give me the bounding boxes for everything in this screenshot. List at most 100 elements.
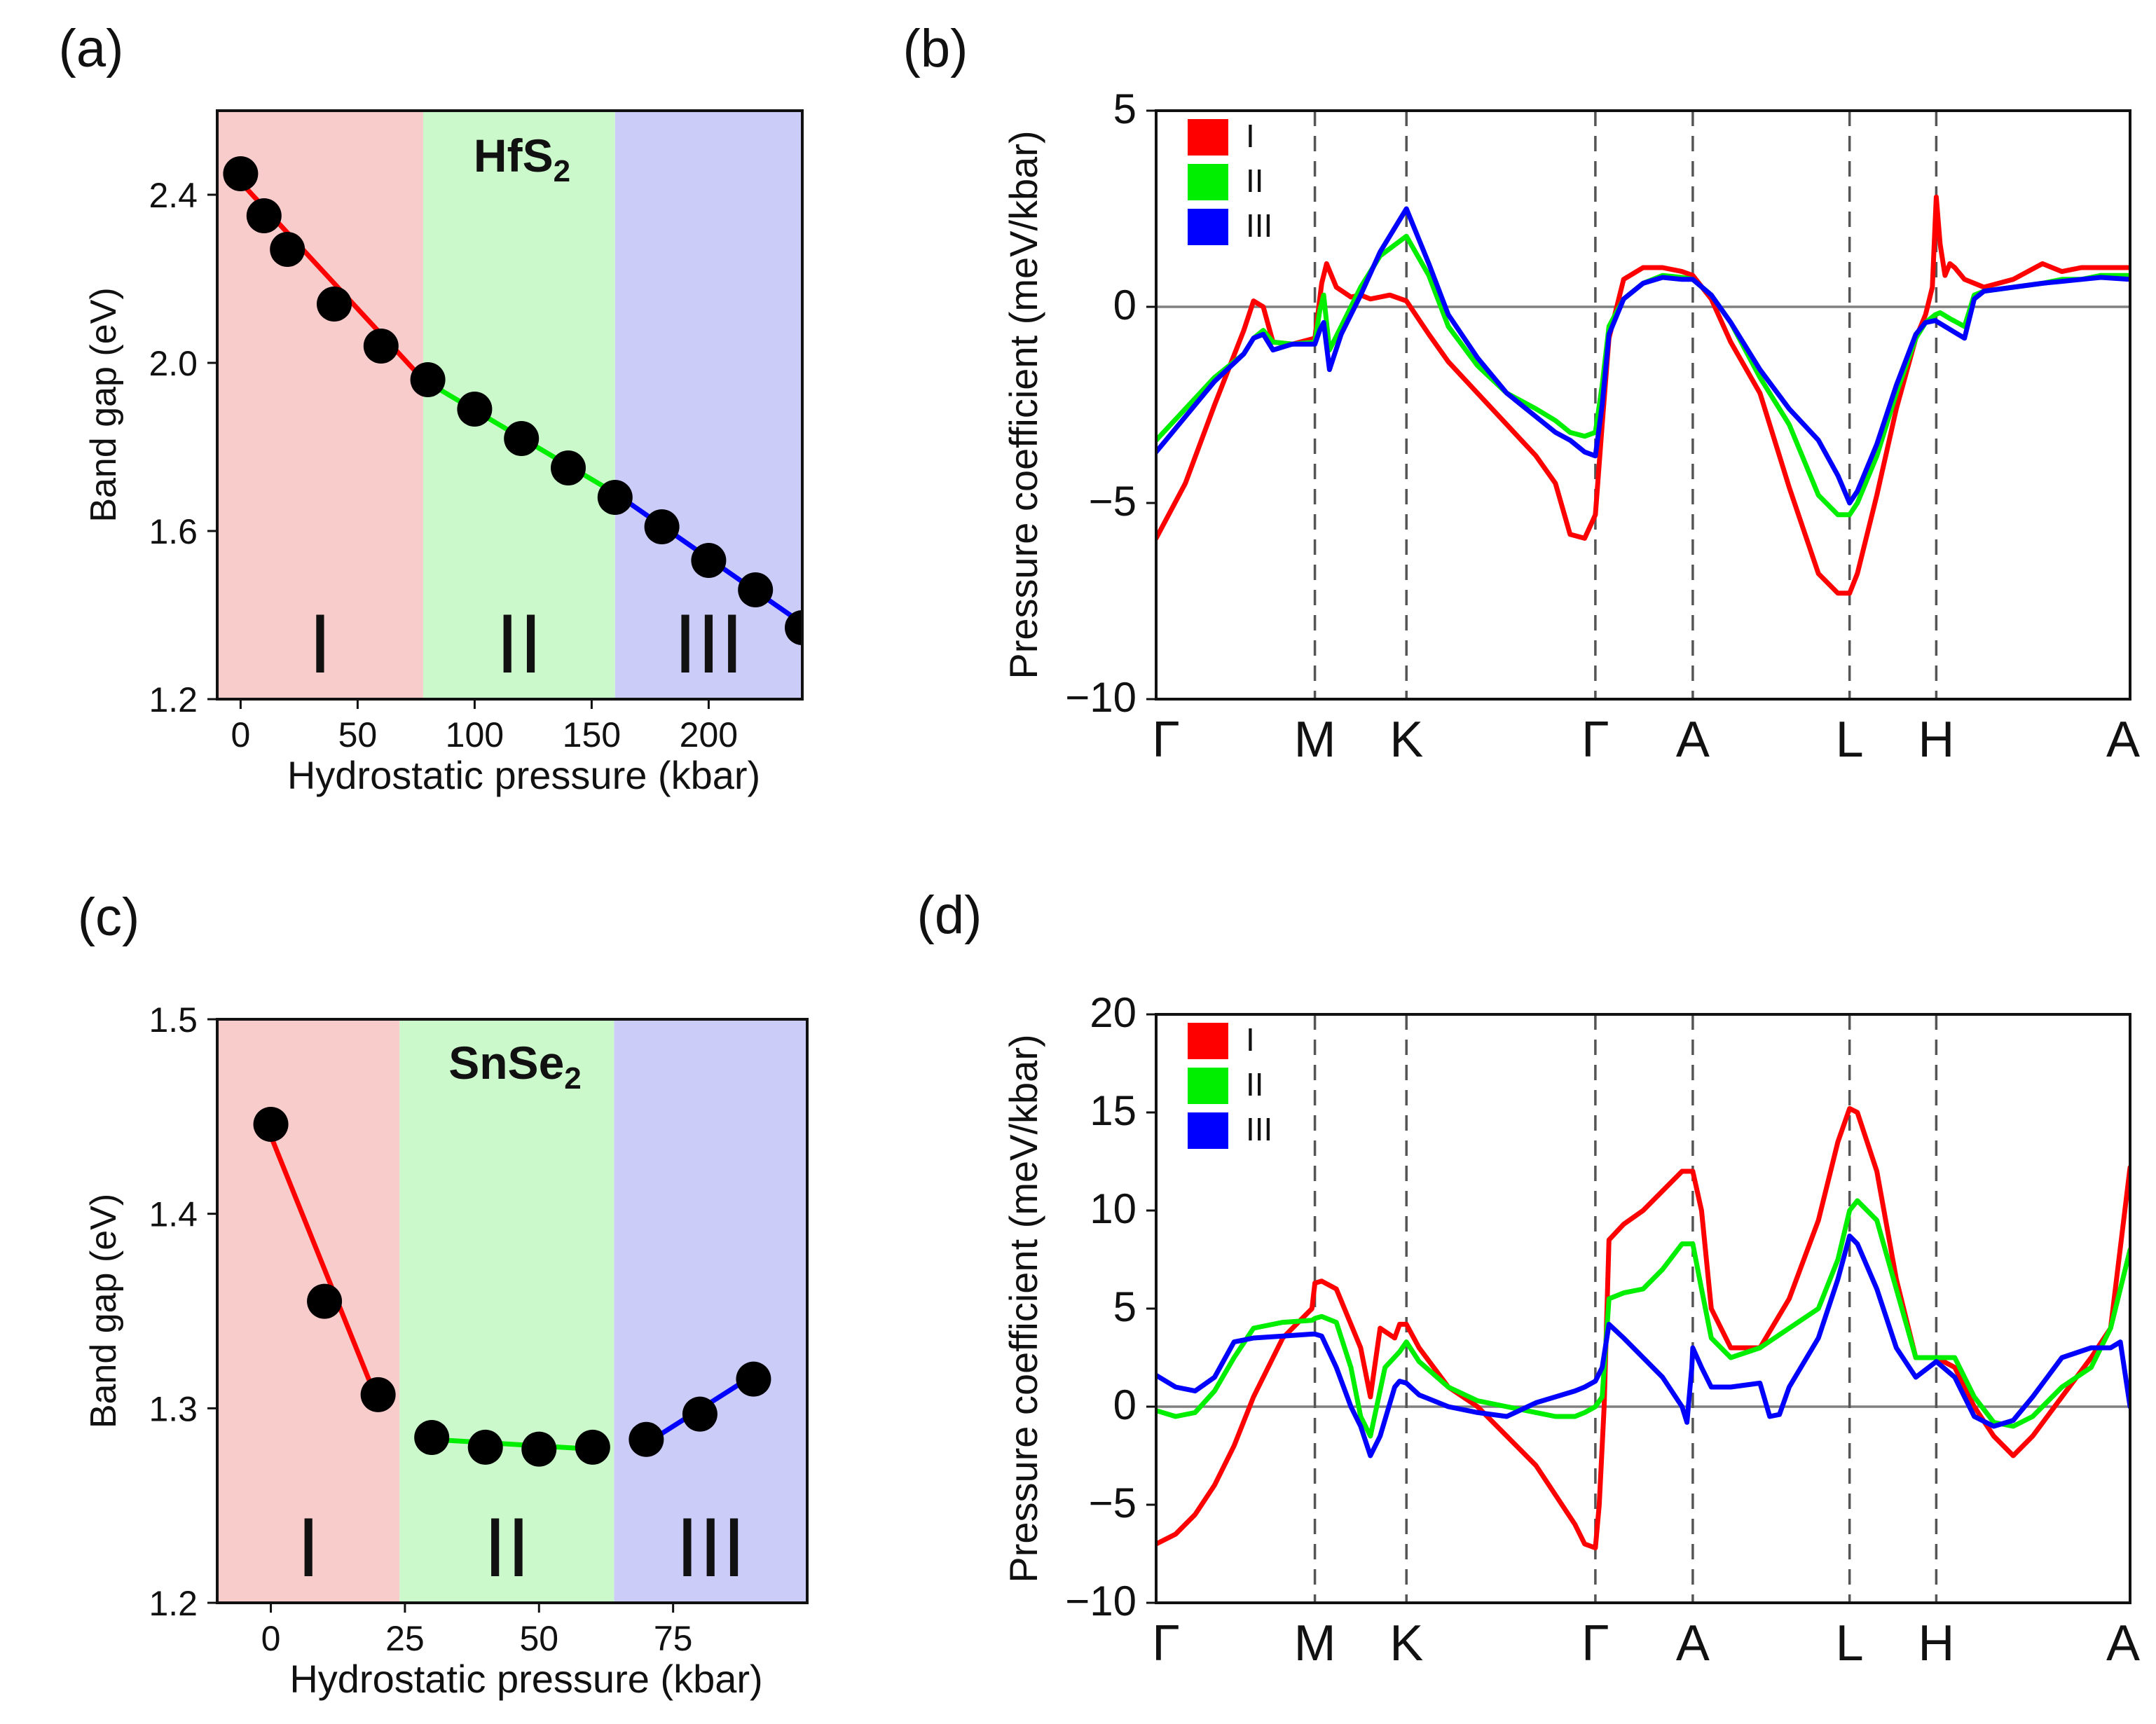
k-point-label: A	[2106, 1615, 2140, 1671]
series-group	[1156, 1105, 2130, 1551]
y-tick-label: 1.3	[149, 1389, 198, 1428]
y-tick-label: 20	[1090, 989, 1137, 1036]
data-point	[521, 1431, 557, 1467]
data-point	[738, 572, 774, 607]
x-tick-label: 0	[261, 1619, 281, 1658]
data-point	[317, 287, 352, 322]
data-point	[307, 1283, 343, 1319]
k-point-label: A	[1676, 1615, 1710, 1671]
data-point	[467, 1429, 503, 1465]
y-tick-label: 5	[1113, 85, 1137, 132]
series-line-I	[1156, 194, 2130, 596]
x-axis-label: Hydrostatic pressure (kbar)	[287, 753, 760, 797]
k-point-label: A	[2106, 712, 2140, 768]
panel-label: (c)	[78, 888, 140, 947]
series-line-III	[1156, 1233, 2130, 1458]
data-points	[253, 1106, 771, 1467]
legend-swatch-I	[1188, 1023, 1228, 1059]
region-label-I: I	[308, 597, 331, 691]
region-label-II: II	[483, 1501, 530, 1594]
region-label-III: III	[673, 597, 743, 691]
chart-title-subscript: 2	[564, 1061, 581, 1096]
y-tick-label: −5	[1089, 478, 1137, 525]
y-tick-label: 2.0	[149, 344, 198, 383]
data-point	[363, 329, 399, 364]
region-label-I: I	[296, 1501, 320, 1594]
k-point-label: Γ	[1581, 712, 1609, 768]
data-point	[575, 1429, 610, 1465]
legend-swatch-I	[1188, 119, 1228, 156]
k-point-label: K	[1389, 712, 1423, 768]
x-tick-label: 50	[338, 715, 378, 754]
k-point-label: Γ	[1581, 1615, 1609, 1671]
legend-swatch-III	[1188, 209, 1228, 245]
x-tick-label: 100	[446, 715, 504, 754]
region-II	[423, 111, 615, 699]
plot-frame	[1155, 109, 2131, 701]
y-tick-label: −5	[1089, 1480, 1137, 1526]
data-point	[691, 543, 727, 578]
plot-frame	[216, 109, 804, 701]
region-III	[614, 1019, 807, 1603]
data-point	[360, 1377, 396, 1412]
legend-label-I: I	[1246, 118, 1255, 154]
legend-label-II: II	[1246, 163, 1264, 199]
legend-label-II: II	[1246, 1066, 1264, 1103]
series-group	[1156, 194, 2130, 596]
k-point-label: K	[1389, 1615, 1423, 1671]
x-tick-label: 0	[231, 715, 250, 754]
y-axis-label: Pressure coefficient (meV/kbar)	[1001, 130, 1045, 679]
x-tick-label: 200	[680, 715, 738, 754]
x-tick-label: 150	[563, 715, 621, 754]
data-point	[682, 1396, 717, 1432]
x-tick-label: 75	[654, 1619, 693, 1658]
k-point-label: M	[1294, 1615, 1336, 1671]
k-point-label: Γ	[1152, 1615, 1180, 1671]
k-point-label: M	[1294, 712, 1336, 768]
x-tick-label: 25	[385, 1619, 425, 1658]
x-tick-label: 50	[519, 1619, 558, 1658]
data-point	[223, 156, 259, 191]
y-axis-label: Band gap (eV)	[83, 287, 124, 522]
data-point	[253, 1106, 289, 1142]
series-line-III	[1156, 206, 2130, 506]
data-point	[457, 392, 493, 427]
y-tick-label: 5	[1113, 1283, 1137, 1330]
panel-label: (b)	[903, 19, 968, 78]
series-line-II	[1156, 233, 2130, 518]
legend-swatch-II	[1188, 164, 1228, 200]
legend-swatch-II	[1188, 1068, 1228, 1104]
region-label-II: II	[496, 597, 543, 691]
data-point	[597, 480, 633, 515]
y-tick-label: 1.2	[149, 1584, 198, 1623]
region-II	[399, 1019, 614, 1603]
chart-title: SnSe2	[448, 1037, 582, 1096]
fit-line-II	[431, 1437, 593, 1452]
data-point	[736, 1361, 771, 1397]
series-line-II	[1156, 1198, 2130, 1439]
legend-label-III: III	[1246, 207, 1272, 244]
y-tick-label: 10	[1090, 1185, 1137, 1232]
panel-label: (d)	[917, 885, 982, 945]
fit-line-I	[268, 1135, 380, 1404]
y-tick-label: −10	[1065, 674, 1137, 721]
region-label-III: III	[675, 1501, 746, 1594]
panel-label: (a)	[59, 19, 124, 78]
data-point	[504, 421, 540, 456]
data-point	[414, 1419, 450, 1455]
data-point	[629, 1421, 664, 1457]
k-point-label: H	[1918, 1615, 1954, 1671]
data-point	[551, 450, 586, 485]
legend-label-I: I	[1246, 1021, 1255, 1058]
legend-swatch-III	[1188, 1112, 1228, 1149]
y-axis-label: Pressure coefficient (meV/kbar)	[1001, 1034, 1045, 1582]
series-line-I	[1156, 1105, 2130, 1551]
y-axis-label: Band gap (eV)	[83, 1194, 124, 1428]
y-tick-label: 0	[1113, 1381, 1137, 1428]
y-tick-label: 0	[1113, 282, 1137, 329]
y-tick-label: 1.4	[149, 1195, 198, 1234]
y-tick-label: 2.4	[149, 176, 198, 215]
